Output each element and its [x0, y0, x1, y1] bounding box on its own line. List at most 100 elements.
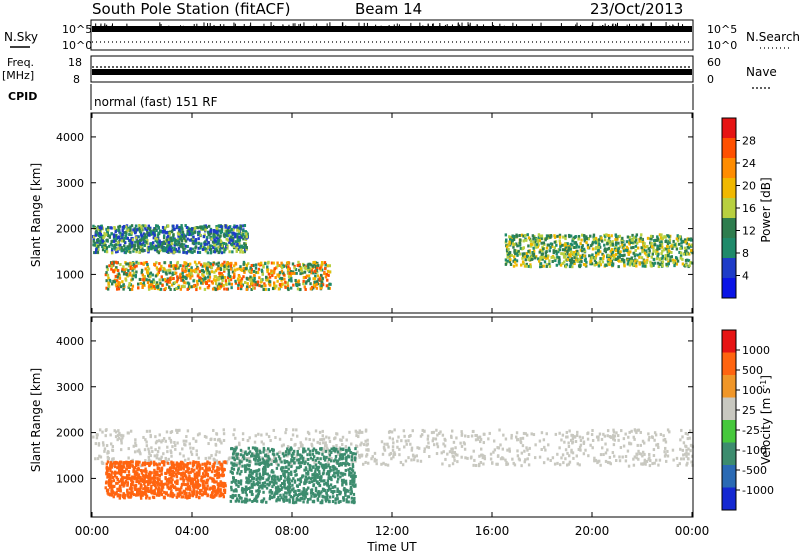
heatmap-cell — [177, 246, 181, 250]
heatmap-cell — [166, 224, 170, 228]
heatmap-cell — [116, 481, 119, 485]
heatmap-cell — [108, 485, 112, 489]
heatmap-cell — [204, 249, 208, 253]
heatmap-cell — [132, 228, 135, 232]
heatmap-cell — [583, 254, 586, 258]
heatmap-cell — [195, 262, 198, 266]
heatmap-cell — [554, 432, 558, 436]
heatmap-cell — [629, 241, 633, 245]
heatmap-cell — [101, 245, 104, 249]
heatmap-cell — [579, 248, 582, 252]
heatmap-cell — [235, 234, 238, 238]
heatmap-cell — [144, 485, 147, 489]
heatmap-cell — [225, 460, 229, 464]
heatmap-cell — [599, 263, 603, 267]
heatmap-cell — [154, 470, 157, 474]
heatmap-cell — [172, 227, 176, 231]
heatmap-cell — [638, 252, 642, 256]
heatmap-cell — [133, 450, 137, 454]
heatmap-cell — [176, 471, 180, 475]
heatmap-cell — [158, 483, 162, 487]
heatmap-cell — [230, 235, 233, 239]
heatmap-cell — [315, 280, 319, 284]
heatmap-cell — [139, 476, 142, 480]
heatmap-cell — [229, 267, 233, 271]
heatmap-cell — [543, 445, 546, 449]
heatmap-cell — [156, 453, 159, 457]
heatmap-cell — [147, 287, 151, 291]
heatmap-cell — [212, 488, 215, 492]
heatmap-cell — [183, 472, 186, 476]
heatmap-cell — [346, 462, 349, 466]
heatmap-cell — [96, 250, 99, 254]
heatmap-cell — [265, 500, 268, 504]
heatmap-cell — [523, 460, 526, 464]
heatmap-cell — [116, 275, 120, 279]
heatmap-cell — [299, 287, 302, 291]
heatmap-cell — [135, 270, 138, 274]
heatmap-cell — [128, 244, 132, 248]
heatmap-cell — [99, 224, 103, 228]
heatmap-cell — [110, 247, 114, 251]
heatmap-cell — [143, 275, 146, 279]
heatmap-cell — [517, 250, 520, 254]
heatmap-cell — [218, 282, 221, 286]
heatmap-cell — [571, 437, 575, 441]
heatmap-cell — [639, 430, 642, 434]
heatmap-cell — [343, 472, 347, 476]
heatmap-cell — [118, 484, 122, 488]
heatmap-cell — [388, 429, 392, 433]
heatmap-cell — [160, 245, 163, 249]
heatmap-cell — [246, 439, 250, 443]
heatmap-cell — [124, 251, 127, 255]
heatmap-cell — [397, 435, 400, 439]
heatmap-cell — [451, 451, 454, 455]
heatmap-cell — [595, 262, 598, 266]
heatmap-cell — [323, 482, 326, 486]
heatmap-cell — [401, 463, 405, 467]
heatmap-cell — [504, 258, 508, 262]
heatmap-cell — [247, 486, 251, 490]
heatmap-cell — [634, 248, 637, 252]
heatmap-cell — [224, 279, 228, 283]
heatmap-cell — [690, 238, 693, 242]
heatmap-cell — [120, 460, 123, 464]
heatmap-cell — [170, 249, 173, 253]
heatmap-cell — [135, 480, 138, 484]
heatmap-cell — [541, 245, 544, 249]
heatmap-cell — [420, 433, 424, 437]
heatmap-cell — [336, 452, 340, 456]
heatmap-cell — [585, 260, 588, 264]
heatmap-cell — [170, 246, 174, 250]
heatmap-cell — [107, 284, 111, 288]
heatmap-cell — [179, 477, 182, 481]
heatmap-cell — [189, 248, 192, 252]
heatmap-cell — [483, 457, 487, 461]
heatmap-cell — [623, 243, 626, 247]
heatmap-cell — [166, 445, 169, 449]
heatmap-cell — [182, 439, 185, 443]
heatmap-cell — [579, 448, 582, 452]
heatmap-cell — [115, 287, 119, 291]
heatmap-cell — [586, 431, 590, 435]
heatmap-cell — [105, 469, 109, 473]
heatmap-cell — [567, 454, 571, 458]
heatmap-cell — [311, 452, 315, 456]
heatmap-cell — [155, 493, 159, 497]
heatmap-cell — [320, 273, 323, 277]
heatmap-cell — [217, 267, 221, 271]
heatmap-cell — [155, 456, 158, 460]
heatmap-cell — [93, 243, 96, 247]
heatmap-cell — [567, 441, 570, 445]
heatmap-cell — [211, 485, 215, 489]
heatmap-cell — [460, 433, 464, 437]
heatmap-cell — [124, 230, 127, 234]
heatmap-cell — [299, 444, 303, 448]
heatmap-cell — [118, 496, 122, 500]
heatmap-cell — [572, 253, 575, 257]
heatmap-cell — [170, 489, 173, 493]
heatmap-cell — [237, 283, 240, 287]
heatmap-cell — [110, 282, 114, 286]
heatmap-cell — [108, 493, 112, 497]
heatmap-cell — [127, 431, 130, 435]
